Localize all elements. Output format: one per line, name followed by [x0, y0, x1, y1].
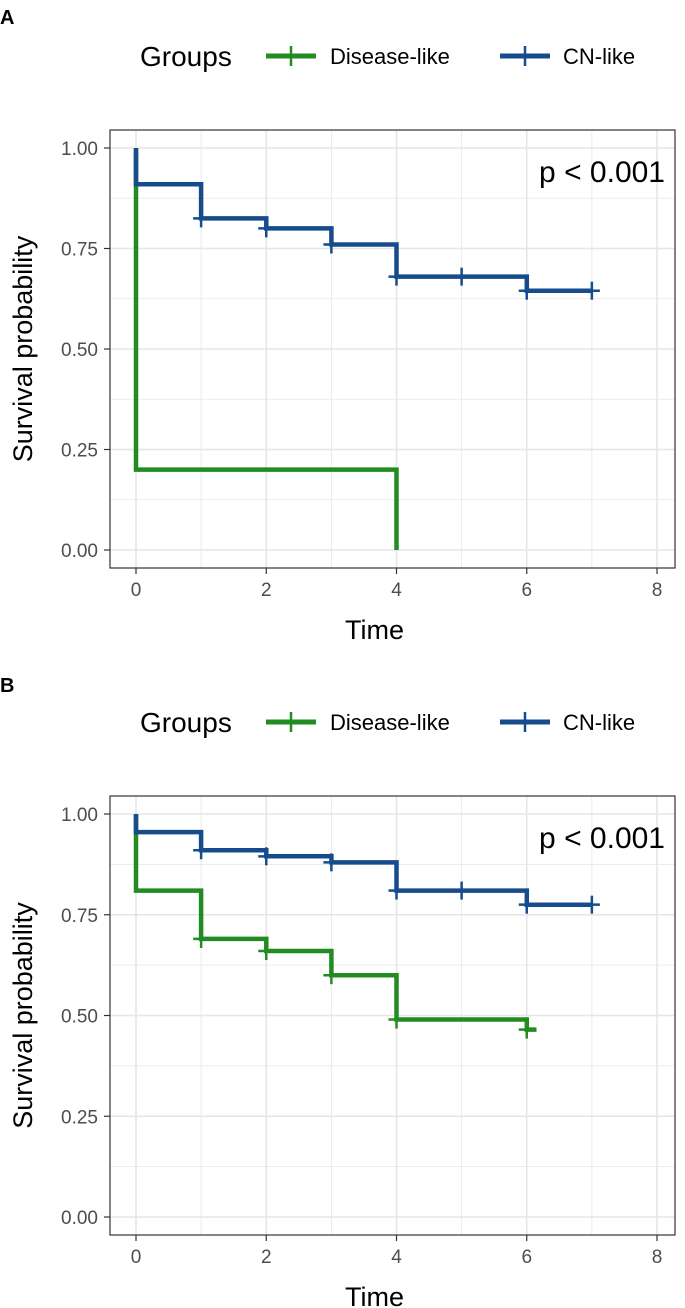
x-tick-label: 8 [652, 580, 663, 601]
x-tick-label: 8 [652, 1247, 663, 1268]
x-tick-label: 0 [131, 580, 142, 601]
legend-key-disease [266, 46, 316, 66]
censor-mark-cn [193, 841, 210, 860]
panel-label: A [0, 7, 14, 29]
y-tick-label: 0.75 [61, 906, 98, 927]
censor-mark-cn [258, 847, 275, 866]
legend-title: Groups [140, 707, 232, 738]
x-tick-label: 2 [261, 580, 272, 601]
censor-mark-cn [388, 881, 405, 900]
y-tick-label: 1.00 [61, 139, 98, 160]
panel-a: A Groups Disease-like CN-like 0 2 4 6 8 0.00 0.25 0… [0, 7, 676, 645]
x-tick-label: 4 [391, 1247, 402, 1268]
survival-curve-cn [133, 148, 592, 293]
censor-mark-disease [323, 966, 340, 985]
x-axis-title: Time [345, 1282, 404, 1308]
y-tick-label: 1.00 [61, 805, 98, 826]
legend-key-cn [500, 46, 550, 66]
censor-mark-cn [518, 895, 535, 914]
x-tick-label: 6 [521, 1247, 532, 1268]
legend-label-disease: Disease-like [330, 44, 450, 69]
gridlines [110, 796, 675, 1235]
y-tick-label: 0.50 [61, 340, 98, 361]
y-tick-label: 0.50 [61, 1007, 98, 1028]
censor-mark-cn [258, 219, 275, 238]
legend-label-disease: Disease-like [330, 710, 450, 735]
legend: Groups Disease-like CN-like [140, 707, 635, 738]
x-tick-label: 0 [131, 1247, 142, 1268]
x-axis-title: Time [345, 615, 404, 645]
censor-mark-cn [193, 209, 210, 228]
legend-key-disease [266, 712, 316, 732]
p-value-annotation: p < 0.001 [539, 156, 665, 189]
censor-mark-cn [453, 881, 470, 900]
censor-mark-disease [388, 1010, 405, 1029]
legend-label-cn: CN-like [563, 44, 635, 69]
y-tick-label: 0.00 [61, 1208, 98, 1229]
p-value-annotation: p < 0.001 [539, 822, 665, 855]
censor-mark-cn [323, 235, 340, 254]
censor-mark-cn [583, 895, 600, 914]
censor-mark-cn [583, 281, 600, 300]
panel-label: B [0, 675, 14, 697]
legend-label-cn: CN-like [563, 710, 635, 735]
panel-b: B Groups Disease-like CN-like 0 2 4 6 8 0.00 0.25 0… [0, 675, 676, 1308]
y-tick-label: 0.25 [61, 1107, 98, 1128]
y-tick-label: 0.00 [61, 541, 98, 562]
censor-mark-cn [323, 853, 340, 872]
y-axis-title: Survival probability [8, 902, 38, 1129]
legend-title: Groups [140, 41, 232, 72]
survival-curve-disease [133, 148, 399, 550]
censor-mark-disease [258, 942, 275, 961]
censor-mark-cn [388, 267, 405, 286]
x-tick-label: 2 [261, 1247, 272, 1268]
censor-mark-disease [193, 929, 210, 948]
censor-mark-disease [518, 1020, 535, 1039]
x-tick-label: 4 [391, 580, 402, 601]
legend-key-cn [500, 712, 550, 732]
censor-mark-cn [518, 281, 535, 300]
censor-mark-cn [453, 267, 470, 286]
y-axis-title: Survival probability [8, 235, 38, 462]
x-tick-label: 6 [521, 580, 532, 601]
gridlines [110, 130, 675, 568]
y-tick-label: 0.75 [61, 240, 98, 261]
y-tick-label: 0.25 [61, 441, 98, 462]
legend: Groups Disease-like CN-like [140, 41, 635, 72]
survival-curve-disease [133, 814, 537, 1032]
